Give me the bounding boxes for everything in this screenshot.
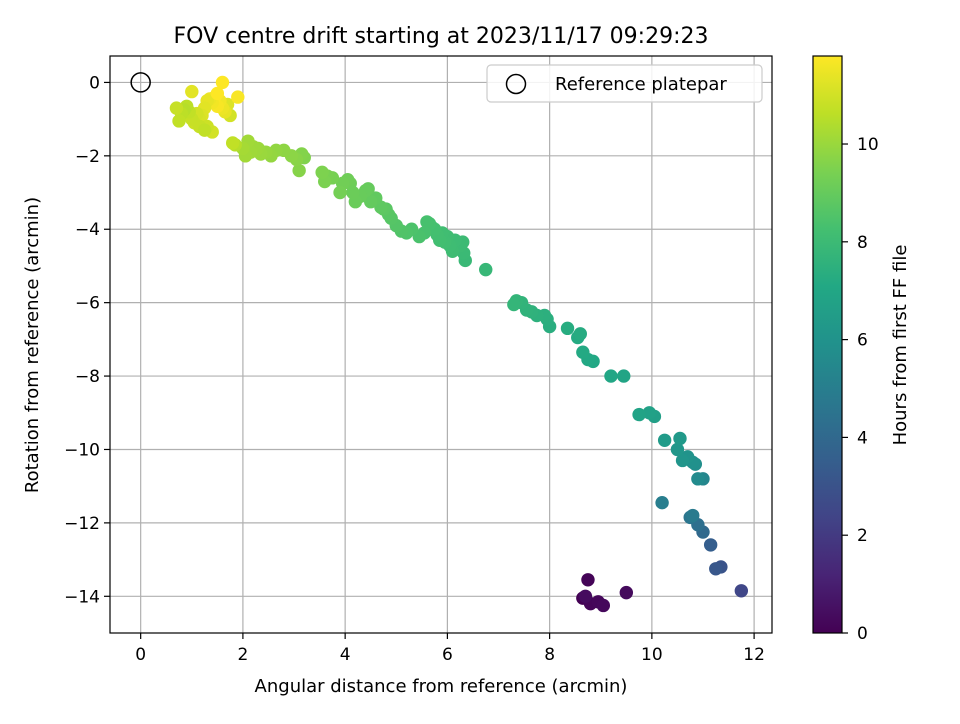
data-point: [581, 573, 595, 587]
data-point: [507, 297, 521, 312]
colorbar-ticks: 0 2 4 6 8 10: [842, 135, 879, 644]
data-point: [617, 369, 631, 383]
colorbar-tick-label: 10: [857, 135, 879, 155]
x-tick-label: 2: [237, 645, 248, 665]
data-point: [604, 369, 618, 383]
data-point: [479, 262, 493, 277]
data-point: [642, 406, 657, 420]
x-tick-label: 4: [340, 645, 351, 665]
y-axis-label: Rotation from reference (arcmin): [22, 197, 43, 493]
data-point: [686, 508, 700, 523]
data-point: [578, 589, 593, 603]
colorbar: 0 2 4 6 8 10 Hours from first FF file: [812, 55, 911, 644]
data-point: [185, 84, 199, 99]
data-point: [596, 598, 611, 613]
x-tick-label: 6: [442, 645, 453, 665]
x-axis-ticks: 0 2 4 6 8 10 12: [135, 633, 765, 665]
colorbar-tick-label: 8: [857, 233, 868, 253]
x-tick-label: 0: [135, 645, 146, 665]
colorbar-tick-label: 6: [857, 331, 868, 351]
data-point: [657, 433, 672, 447]
colorbar-label: Hours from first FF file: [890, 245, 911, 446]
y-tick-label: −2: [75, 147, 100, 167]
y-tick-label: −6: [75, 294, 100, 314]
data-point: [734, 584, 749, 598]
colorbar-tick-label: 0: [857, 624, 868, 644]
reference-platepar-point: [130, 72, 151, 93]
data-point: [169, 101, 184, 115]
y-tick-label: −8: [75, 367, 100, 387]
data-point: [675, 453, 690, 468]
data-point: [315, 165, 329, 180]
x-tick-label: 12: [743, 645, 765, 665]
colorbar-tick-label: 2: [857, 526, 868, 546]
data-points: [169, 75, 749, 613]
data-point: [560, 321, 575, 336]
legend: Reference platepar: [486, 64, 763, 103]
data-point: [703, 538, 718, 552]
data-point: [632, 407, 646, 422]
data-point: [231, 90, 245, 104]
data-point: [225, 136, 240, 150]
data-point: [619, 585, 634, 600]
grid: [110, 56, 772, 633]
y-axis-ticks: 0 −2 −4 −6 −8 −10 −12 −14: [64, 73, 110, 607]
legend-entry-reference-platepar: Reference platepar: [555, 74, 727, 95]
chart-title: FOV centre drift starting at 2023/11/17 …: [174, 24, 709, 49]
reference-marker: [130, 72, 151, 93]
plot-area-frame: [109, 55, 773, 634]
legend-reference-marker-icon: [505, 73, 527, 95]
data-point: [576, 345, 590, 359]
data-point: [333, 185, 347, 200]
y-tick-label: −14: [64, 587, 100, 607]
data-point: [364, 195, 378, 209]
data-point: [573, 327, 588, 341]
y-tick-label: −4: [75, 220, 100, 240]
x-axis-label: Angular distance from reference (arcmin): [255, 676, 628, 697]
data-point: [670, 442, 685, 457]
y-tick-label: −10: [64, 440, 100, 460]
y-tick-label: −12: [64, 514, 100, 534]
data-point: [673, 431, 687, 446]
data-point: [215, 75, 230, 90]
y-tick-label: 0: [89, 73, 100, 93]
colorbar-tick-label: 4: [857, 428, 868, 448]
data-point: [655, 495, 669, 510]
data-point: [210, 86, 225, 101]
x-tick-label: 10: [641, 645, 663, 665]
data-point: [197, 123, 212, 137]
legend-box: [486, 64, 763, 103]
x-tick-label: 8: [544, 645, 555, 665]
data-point: [420, 215, 434, 229]
data-point: [709, 562, 723, 576]
colorbar-gradient: [812, 55, 843, 634]
data-point: [691, 472, 705, 486]
data-point: [292, 163, 306, 178]
data-point: [172, 114, 186, 128]
